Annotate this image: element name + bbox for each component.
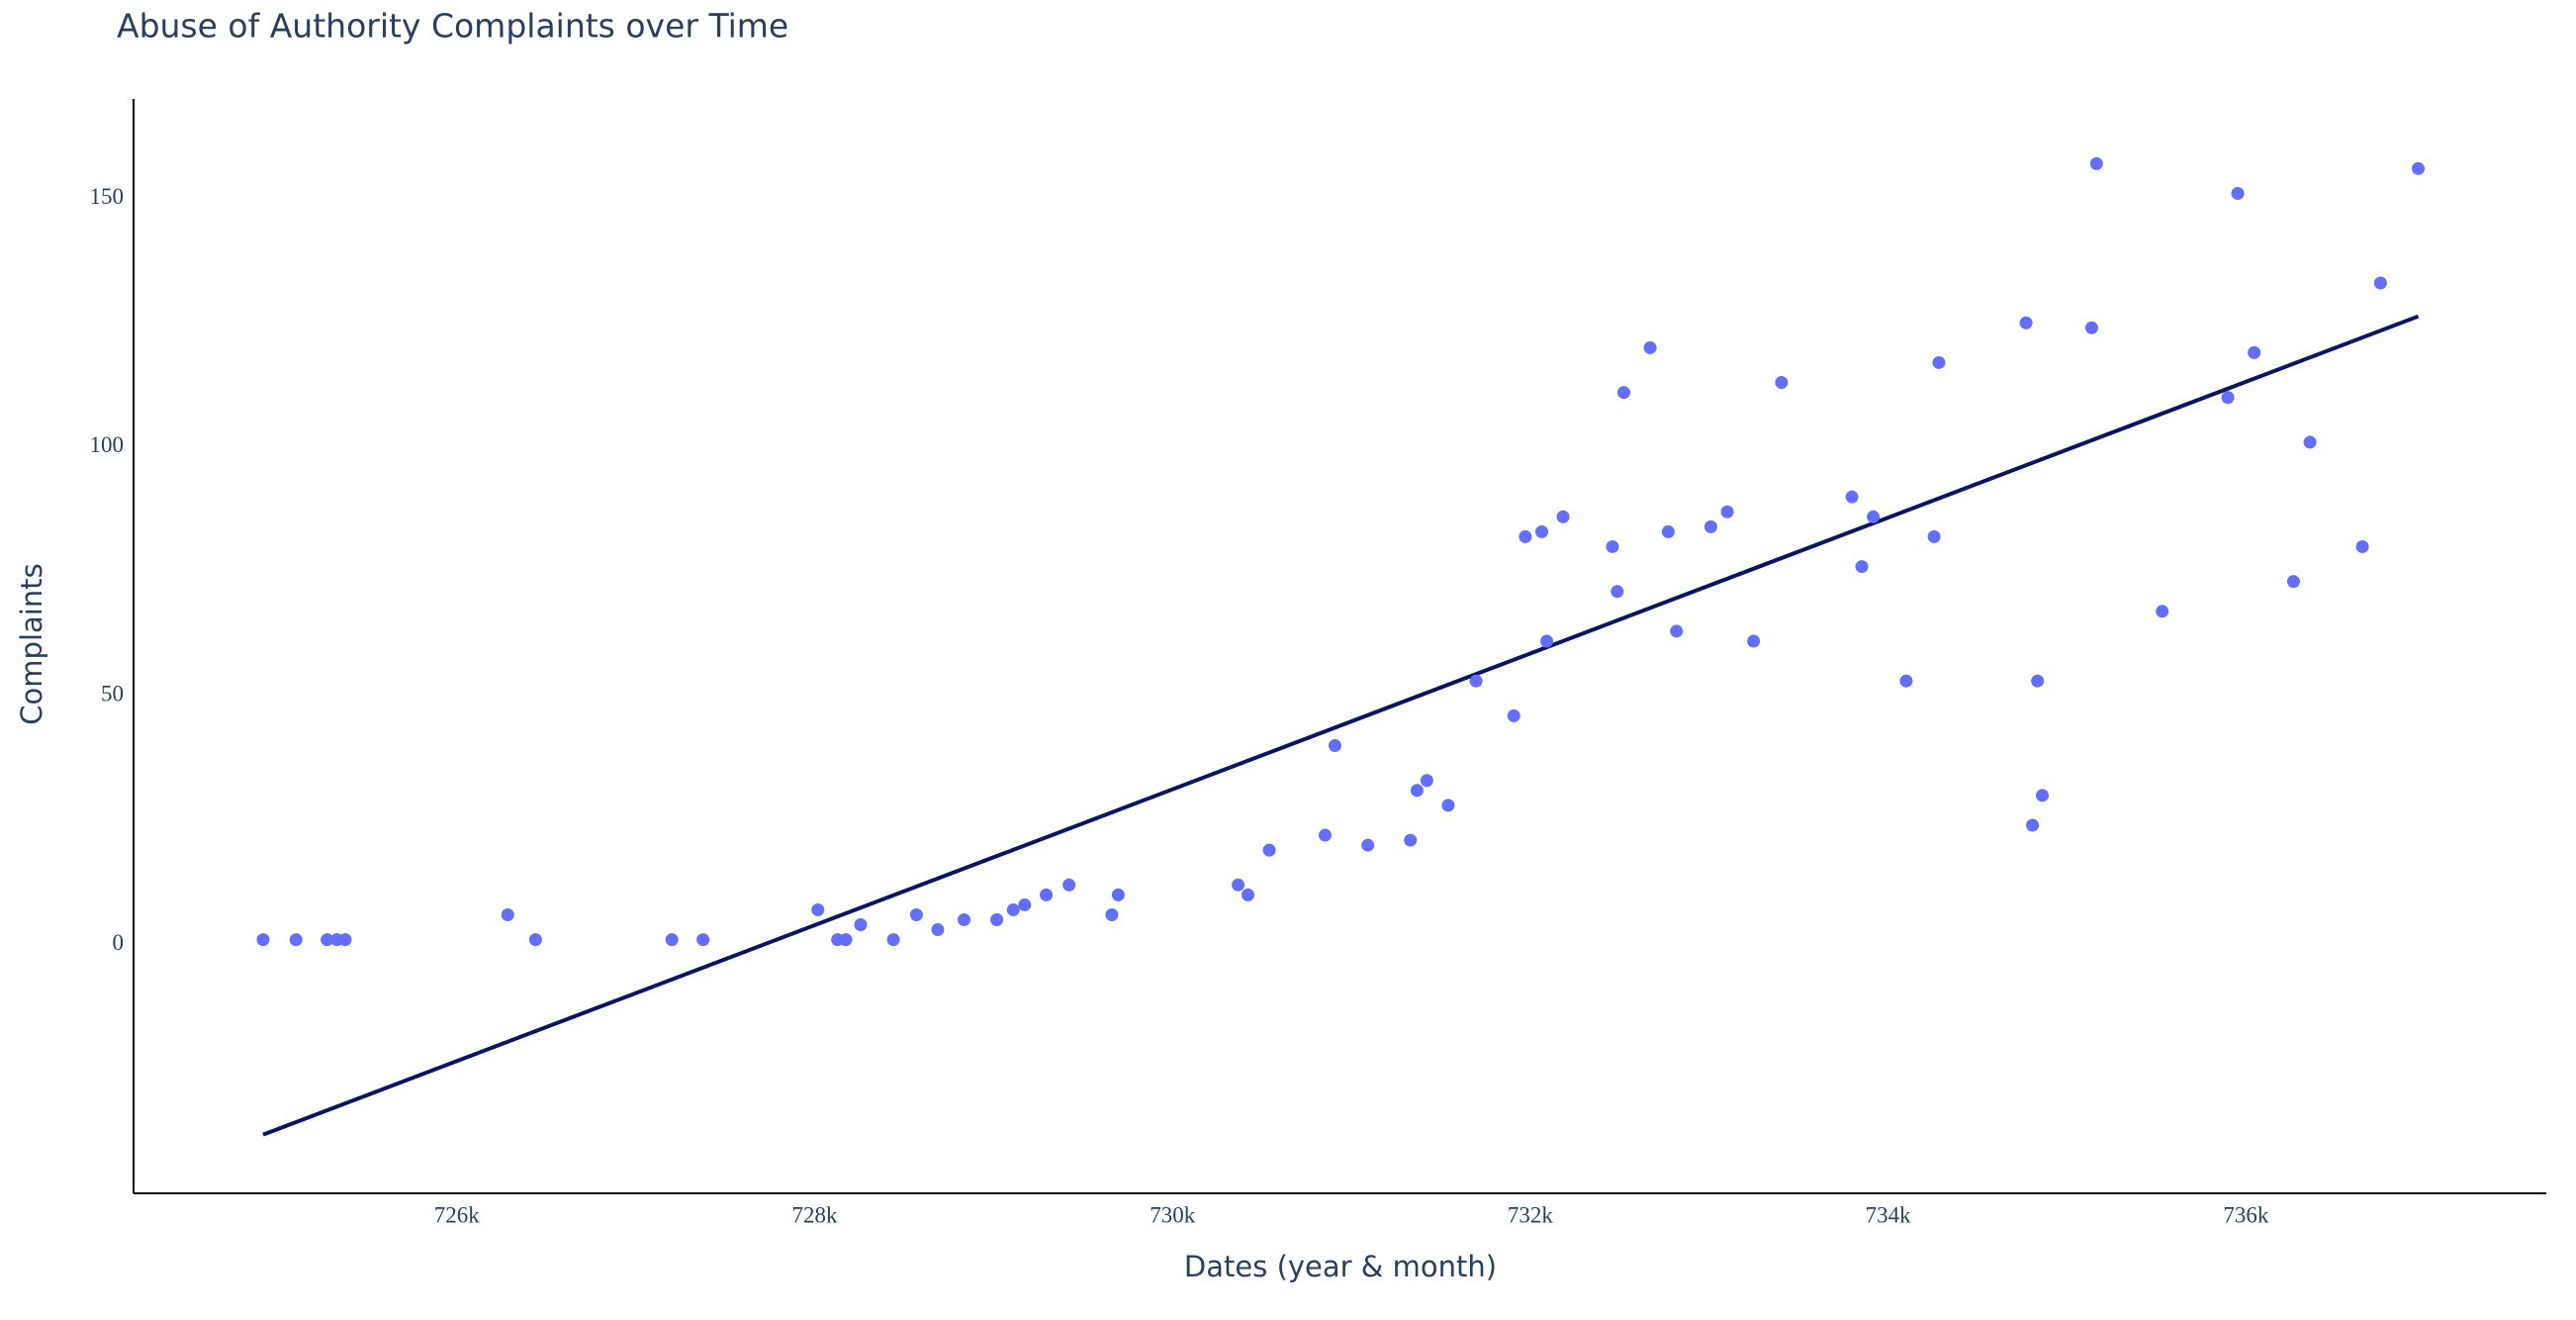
data-point	[1111, 888, 1125, 901]
x-tick-label: 726k	[434, 1202, 481, 1227]
data-point	[256, 933, 270, 947]
data-point	[1747, 634, 1761, 648]
data-point	[931, 923, 945, 937]
data-point	[1556, 510, 1570, 523]
data-point	[1062, 878, 1076, 892]
data-point	[990, 913, 1004, 926]
data-point	[2084, 321, 2098, 334]
data-point	[1855, 560, 1869, 574]
x-tick-label: 732k	[1508, 1202, 1554, 1227]
data-point	[2221, 391, 2235, 405]
data-point	[1328, 739, 1341, 753]
y-tick-label: 0	[113, 930, 125, 955]
data-point	[2286, 575, 2300, 589]
data-point	[1420, 774, 1433, 788]
data-point	[1105, 907, 1119, 921]
data-point	[1899, 674, 1913, 688]
data-point	[1006, 902, 1020, 916]
data-point	[886, 933, 900, 947]
data-point	[289, 933, 303, 947]
data-point	[1018, 897, 1032, 911]
data-point	[1469, 674, 1483, 688]
data-point	[958, 913, 971, 926]
data-point	[1404, 833, 1418, 847]
data-point	[1318, 828, 1332, 842]
data-point	[528, 933, 542, 947]
data-point	[501, 907, 514, 921]
data-point	[1610, 585, 1624, 599]
x-tick-label: 728k	[792, 1202, 839, 1227]
x-tick-label: 734k	[1866, 1202, 1912, 1227]
data-point	[1262, 843, 1276, 857]
data-point	[2303, 435, 2317, 449]
data-point	[1242, 888, 1255, 901]
data-point	[811, 902, 825, 916]
data-point	[1617, 386, 1631, 400]
data-point	[2156, 605, 2169, 618]
data-point	[2026, 818, 2040, 832]
y-tick-label: 50	[101, 682, 124, 707]
trend-line	[262, 314, 2420, 1137]
data-point	[1775, 376, 1789, 390]
data-point	[1932, 355, 1946, 369]
data-point	[2355, 539, 2369, 553]
x-tick-label: 730k	[1150, 1202, 1196, 1227]
data-point	[1518, 529, 1532, 543]
data-point	[338, 933, 352, 947]
x-tick-label: 736k	[2223, 1202, 2269, 1227]
data-point	[1845, 490, 1859, 504]
data-point	[2036, 789, 2050, 802]
data-point	[2089, 156, 2103, 170]
data-point	[696, 933, 710, 947]
data-point	[1606, 539, 1619, 553]
data-point	[1441, 799, 1455, 812]
data-point	[665, 933, 679, 947]
data-point	[1867, 510, 1881, 523]
data-point	[1661, 524, 1675, 538]
data-point	[1927, 529, 1941, 543]
data-point	[1232, 878, 1245, 892]
data-point	[1720, 505, 1734, 519]
y-tick-label: 100	[90, 432, 125, 457]
data-point	[1507, 708, 1520, 722]
data-point	[1040, 888, 1054, 901]
x-axis-title: Dates (year & month)	[1184, 1250, 1497, 1283]
data-point	[839, 933, 853, 947]
data-point	[1670, 624, 1684, 638]
data-point	[1535, 524, 1549, 538]
data-point	[909, 907, 923, 921]
data-point	[1361, 838, 1375, 852]
data-point	[2373, 276, 2387, 290]
data-point	[2031, 674, 2045, 688]
chart-title: Abuse of Authority Complaints over Time	[117, 7, 788, 46]
data-point	[2412, 161, 2426, 175]
y-tick-label: 150	[90, 184, 125, 209]
data-point	[2231, 187, 2245, 201]
data-point	[2248, 345, 2261, 359]
data-point	[1410, 784, 1424, 798]
data-point	[1703, 519, 1717, 533]
data-point	[2019, 316, 2033, 330]
data-point	[854, 918, 868, 932]
data-point	[321, 933, 334, 947]
data-point	[1643, 340, 1657, 354]
data-point	[1540, 634, 1554, 648]
y-axis-title: Complaints	[15, 563, 48, 724]
